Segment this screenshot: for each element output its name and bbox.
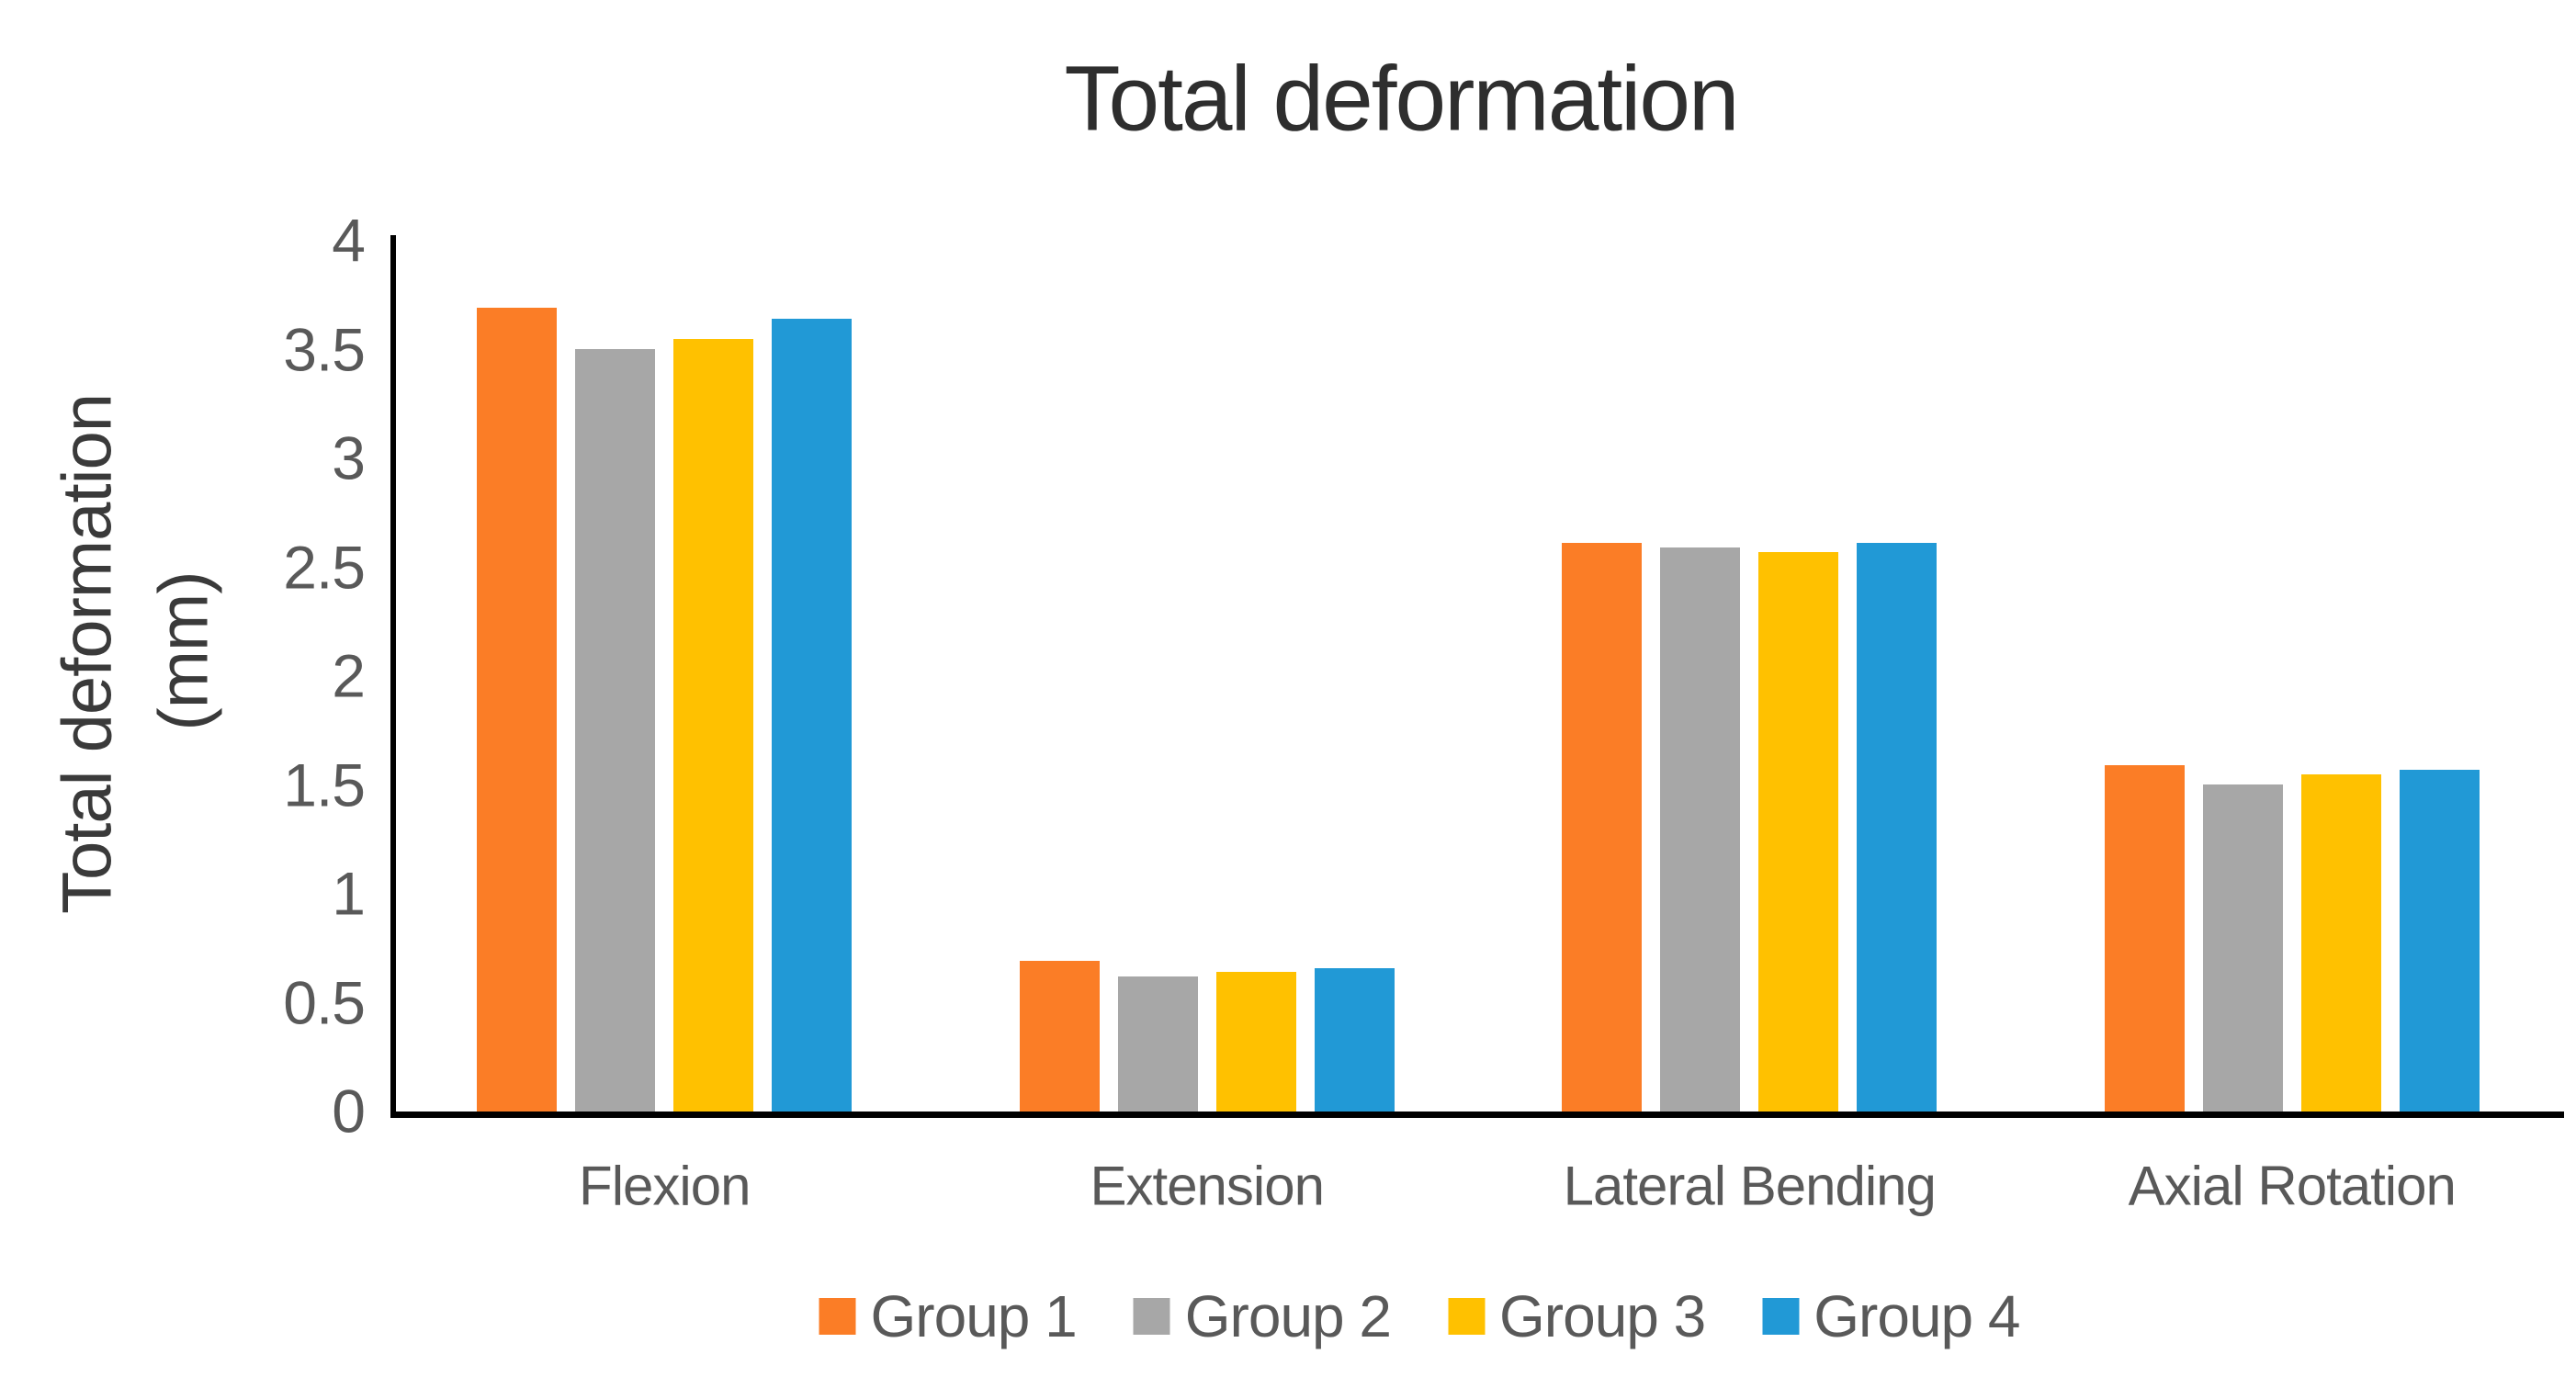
legend-label-group-1: Group 1 — [870, 1283, 1078, 1349]
y-axis-title-line2: (mm) — [144, 571, 223, 731]
y-tick-label-1.5: 1.5 — [283, 750, 366, 818]
bar-group-2-extension — [1117, 976, 1198, 1112]
bar-group-4-axial-rotation — [2399, 770, 2480, 1112]
legend-label-group-3: Group 3 — [1499, 1283, 1706, 1349]
legend-label-group-4: Group 4 — [1813, 1283, 2020, 1349]
bar-group-3-lateral-bending — [1758, 552, 1839, 1112]
bar-group-1-axial-rotation — [2104, 765, 2185, 1112]
legend-swatch-group-4 — [1762, 1298, 1800, 1335]
bar-group-3-extension — [1215, 972, 1296, 1112]
y-axis-title-line1: Total deformation — [48, 394, 127, 914]
bar-group-1-lateral-bending — [1562, 543, 1643, 1112]
legend-item-group-1: Group 1 — [819, 1282, 1078, 1350]
bar-group-2-axial-rotation — [2202, 784, 2283, 1112]
y-tick-label-1: 1 — [332, 859, 366, 928]
legend-item-group-2: Group 2 — [1133, 1282, 1392, 1350]
bar-group-4-extension — [1314, 968, 1395, 1112]
legend-swatch-group-1 — [819, 1298, 856, 1335]
bar-group-1-extension — [1019, 961, 1100, 1112]
x-category-label-flexion: Flexion — [579, 1155, 751, 1217]
bar-group-4-flexion — [772, 319, 853, 1112]
bar-group-3-axial-rotation — [2300, 774, 2381, 1112]
bar-group-3-flexion — [673, 339, 754, 1112]
chart-title: Total deformation — [1064, 47, 1739, 151]
x-axis-line — [390, 1112, 2564, 1118]
y-tick-label-3.5: 3.5 — [283, 314, 366, 383]
legend-swatch-group-2 — [1133, 1298, 1170, 1335]
y-tick-label-4: 4 — [332, 206, 366, 275]
x-category-label-extension: Extension — [1090, 1155, 1325, 1217]
bar-group-2-lateral-bending — [1660, 547, 1741, 1112]
y-tick-label-2: 2 — [332, 641, 366, 710]
x-category-label-axial-rotation: Axial Rotation — [2128, 1155, 2457, 1217]
legend-label-group-2: Group 2 — [1184, 1283, 1392, 1349]
bar-group-1-flexion — [477, 308, 558, 1112]
x-category-label-lateral-bending: Lateral Bending — [1563, 1155, 1937, 1217]
bar-group-2-flexion — [575, 349, 656, 1112]
bar-group-4-lateral-bending — [1857, 543, 1938, 1112]
y-tick-label-0.5: 0.5 — [283, 967, 366, 1036]
y-tick-label-3: 3 — [332, 423, 366, 492]
legend-item-group-4: Group 4 — [1762, 1282, 2021, 1350]
legend-swatch-group-3 — [1448, 1298, 1485, 1335]
legend-item-group-3: Group 3 — [1448, 1282, 1706, 1350]
y-tick-label-2.5: 2.5 — [283, 532, 366, 601]
legend: Group 1 Group 2 Group 3 Group 4 — [819, 1282, 2021, 1350]
y-axis-line — [390, 235, 396, 1118]
y-tick-label-0: 0 — [332, 1077, 366, 1145]
